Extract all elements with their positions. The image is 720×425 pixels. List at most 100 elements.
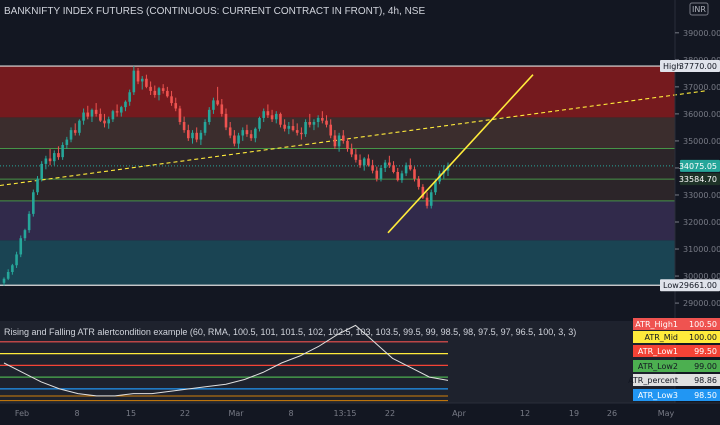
candle[interactable] [233, 130, 236, 147]
candle[interactable] [132, 66, 136, 95]
candle[interactable] [316, 115, 320, 128]
candle[interactable] [220, 99, 224, 117]
candle[interactable] [291, 119, 295, 132]
candle[interactable] [145, 74, 148, 89]
candle[interactable] [283, 119, 286, 132]
candle[interactable] [350, 143, 353, 158]
candle[interactable] [362, 157, 366, 171]
candle[interactable] [161, 84, 165, 94]
candle[interactable] [216, 86, 219, 106]
candle[interactable] [425, 192, 429, 209]
candle[interactable] [358, 154, 362, 168]
candle[interactable] [258, 116, 261, 132]
candle[interactable] [191, 130, 194, 144]
candle[interactable] [228, 122, 232, 139]
candle[interactable] [421, 184, 425, 200]
candle[interactable] [404, 162, 408, 177]
currency-badge[interactable] [689, 2, 709, 16]
candle[interactable] [203, 119, 207, 136]
candle[interactable] [187, 124, 190, 141]
candle[interactable] [27, 211, 31, 233]
candle[interactable] [73, 123, 77, 136]
candle[interactable] [136, 67, 140, 85]
candle[interactable] [111, 109, 115, 122]
candle[interactable] [429, 189, 433, 209]
candle[interactable] [11, 263, 14, 275]
candle[interactable] [57, 146, 60, 160]
candle[interactable] [52, 150, 56, 166]
candle[interactable] [90, 108, 94, 122]
candle[interactable] [237, 132, 240, 150]
candle[interactable] [396, 167, 400, 182]
candle[interactable] [166, 86, 169, 98]
candle[interactable] [409, 158, 412, 171]
candle[interactable] [337, 132, 341, 152]
candle[interactable] [212, 97, 215, 114]
candle[interactable] [417, 176, 420, 190]
candle[interactable] [270, 109, 274, 122]
candle[interactable] [23, 228, 27, 241]
candle[interactable] [241, 127, 245, 141]
candle[interactable] [61, 142, 64, 160]
candle[interactable] [329, 119, 333, 139]
candle[interactable] [379, 165, 383, 182]
candle[interactable] [199, 130, 203, 145]
candle[interactable] [69, 127, 73, 143]
candle[interactable] [325, 115, 328, 128]
candle[interactable] [107, 116, 111, 129]
candle[interactable] [44, 155, 48, 170]
candle[interactable] [207, 107, 211, 125]
candle[interactable] [15, 251, 18, 268]
price-pane[interactable] [0, 65, 706, 286]
candle[interactable] [245, 124, 249, 137]
candle[interactable] [48, 149, 52, 166]
candle[interactable] [40, 161, 43, 182]
candle[interactable] [279, 112, 282, 128]
candle[interactable] [262, 108, 265, 122]
candle[interactable] [304, 119, 307, 137]
candle[interactable] [32, 189, 35, 217]
candle[interactable] [254, 127, 257, 143]
candle[interactable] [321, 111, 324, 124]
candle[interactable] [308, 113, 312, 128]
candle[interactable] [86, 105, 90, 120]
candle[interactable] [249, 130, 253, 141]
candle[interactable] [413, 166, 416, 182]
candle[interactable] [341, 130, 345, 144]
candle[interactable] [312, 119, 316, 131]
candle[interactable] [295, 123, 299, 136]
candle[interactable] [19, 235, 23, 258]
candle[interactable] [300, 127, 303, 140]
candle[interactable] [388, 155, 391, 168]
candle[interactable] [115, 104, 119, 117]
candle[interactable] [157, 86, 161, 101]
candle[interactable] [274, 111, 278, 124]
candle[interactable] [178, 105, 182, 125]
candle[interactable] [99, 108, 102, 122]
candle[interactable] [140, 76, 144, 90]
candle[interactable] [2, 277, 6, 286]
candle[interactable] [153, 85, 157, 98]
candle[interactable] [119, 105, 123, 117]
candle[interactable] [124, 100, 127, 112]
trendline[interactable] [387, 74, 534, 234]
candle[interactable] [65, 136, 69, 150]
candle[interactable] [371, 159, 374, 174]
candle[interactable] [94, 103, 98, 117]
candle[interactable] [367, 154, 370, 167]
candle[interactable] [375, 166, 379, 182]
candle[interactable] [224, 108, 228, 131]
candle[interactable] [149, 81, 152, 95]
atr-pane[interactable]: Rising and Falling ATR alertcondition ex… [0, 323, 675, 403]
candle[interactable] [170, 90, 173, 106]
candle[interactable] [82, 108, 85, 125]
candle[interactable] [383, 159, 387, 172]
candle[interactable] [103, 113, 106, 128]
time-axis[interactable]: Feb 8 15 22 Mar 8 13:15 22 Apr 12 19 26 May [0, 402, 720, 425]
price-axis[interactable]: 39000.0038000.0037000.0036000.0035000.00… [675, 29, 720, 308]
candle[interactable] [174, 97, 178, 112]
candle[interactable] [6, 269, 10, 281]
candle[interactable] [36, 176, 39, 195]
candle[interactable] [354, 149, 358, 163]
